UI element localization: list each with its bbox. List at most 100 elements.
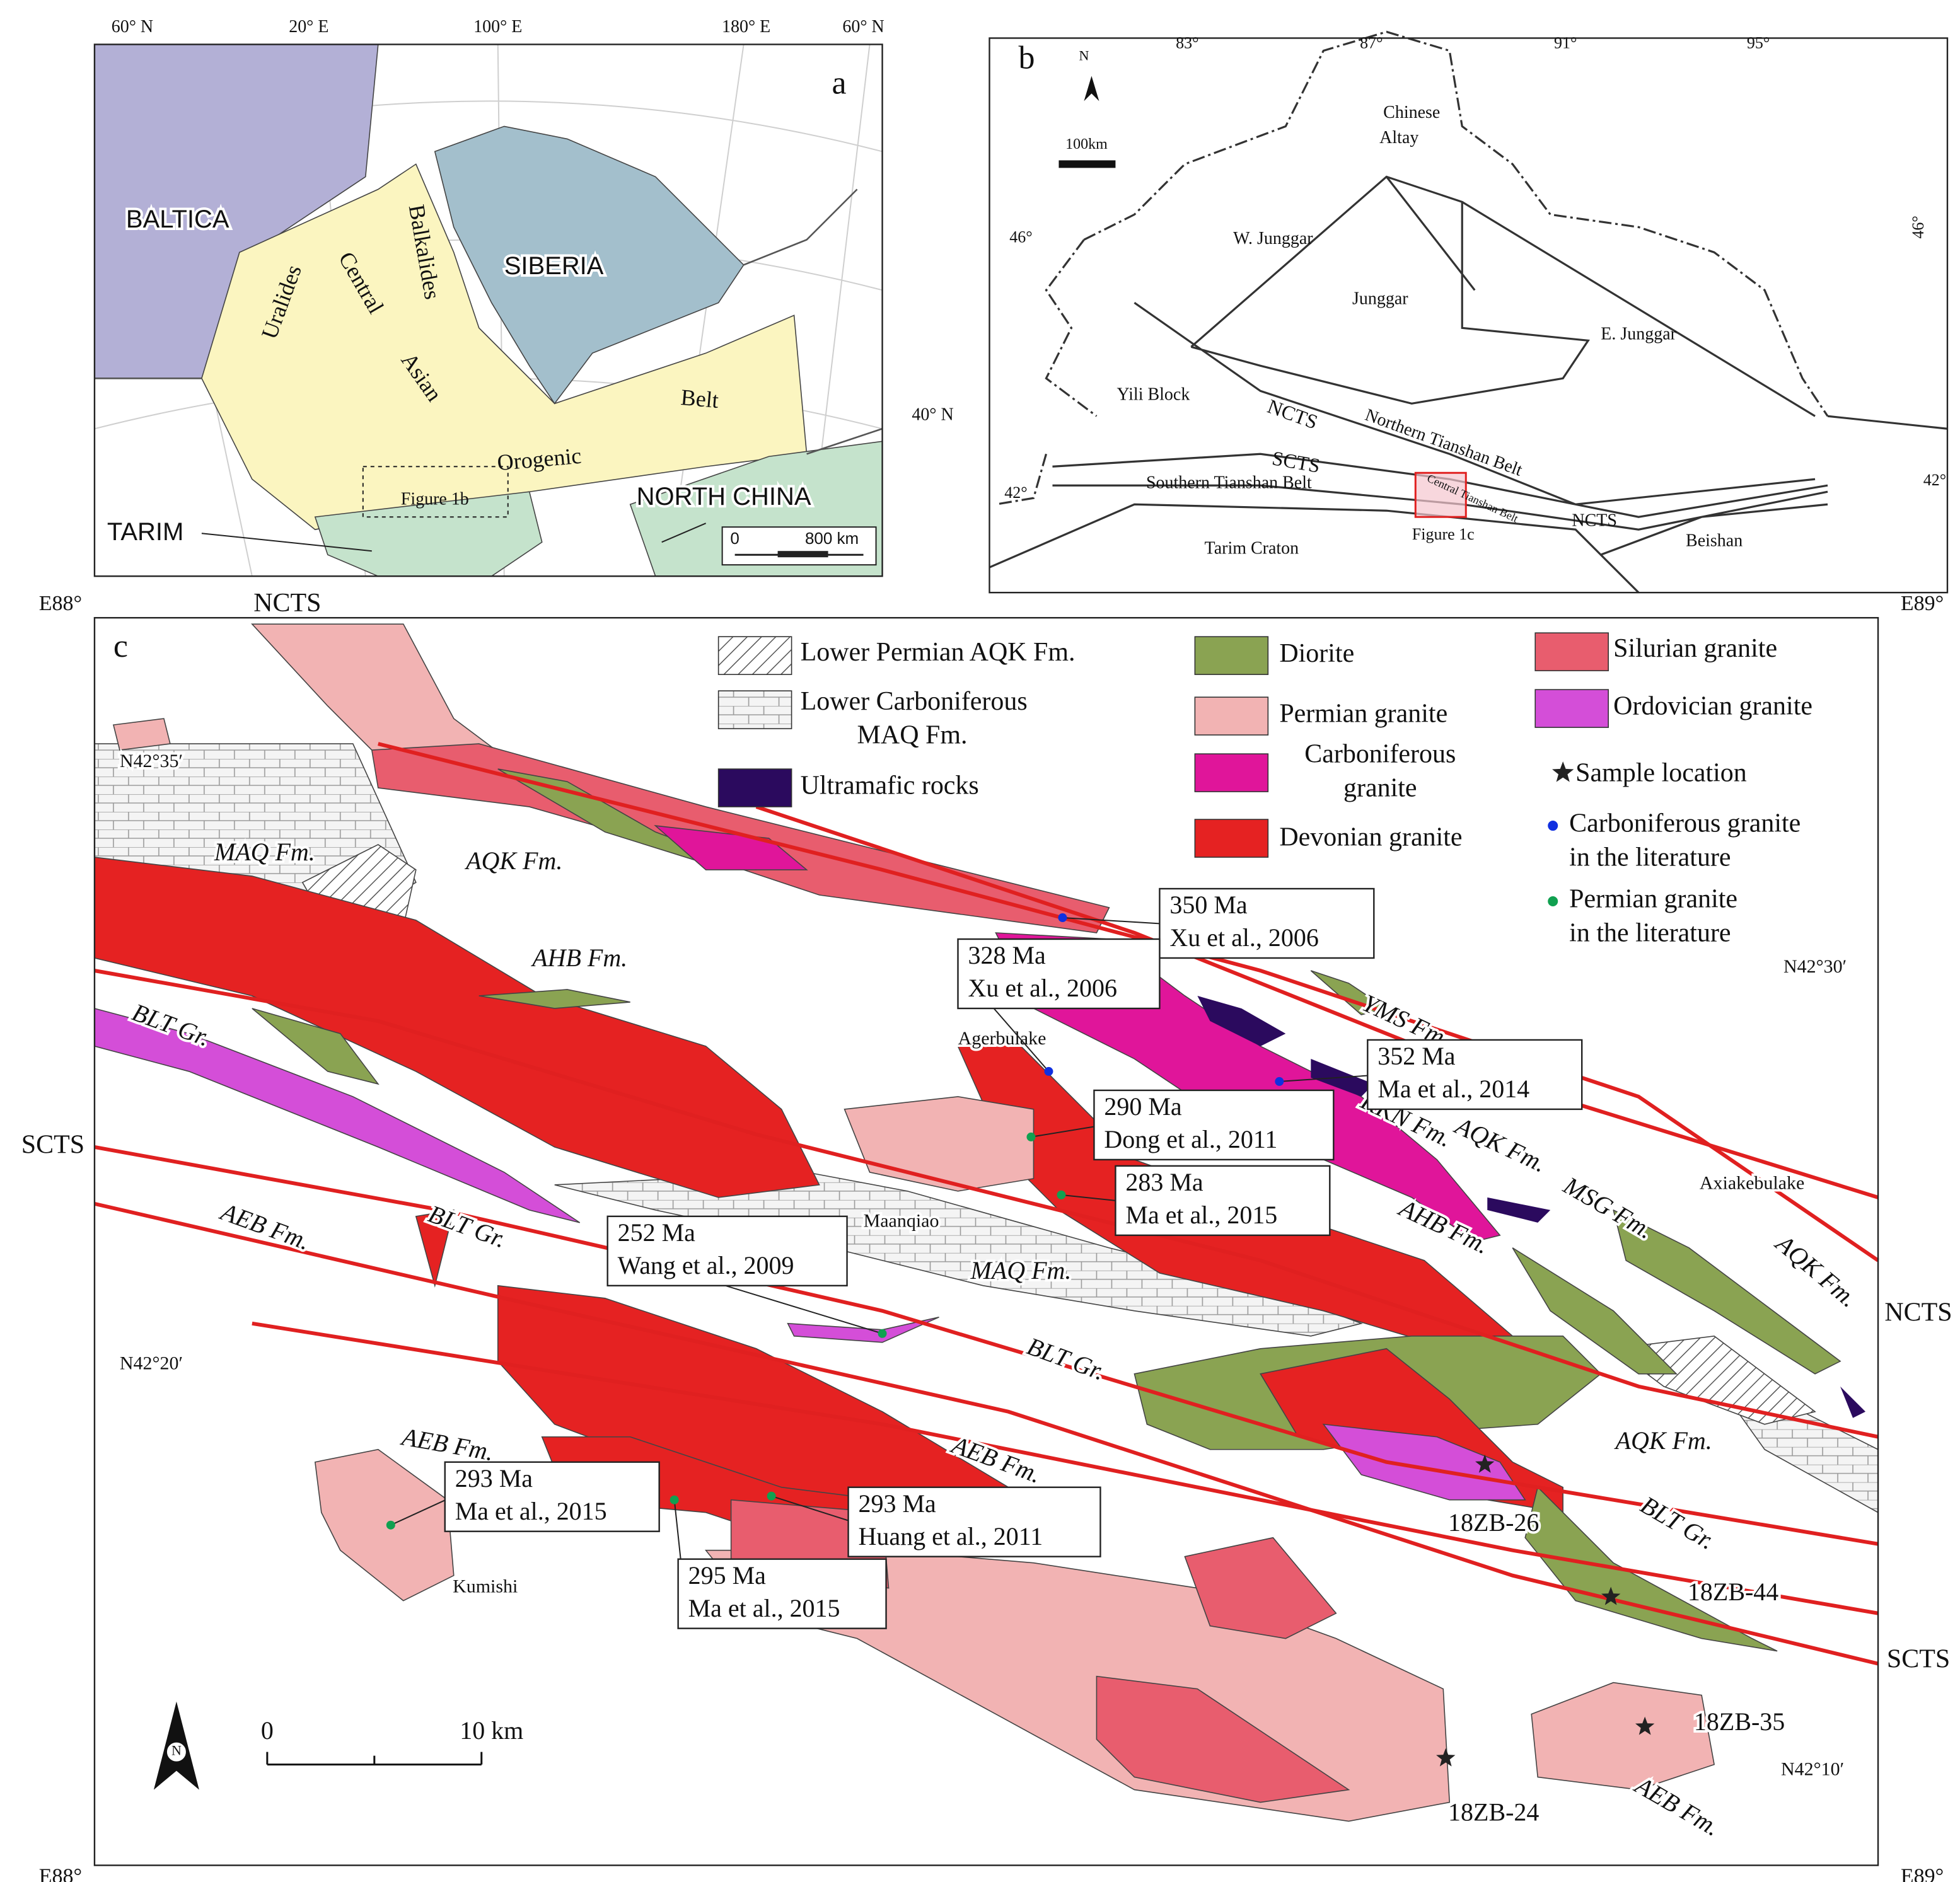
callout-box xyxy=(677,1558,887,1629)
sample-label: 18ZB-26 xyxy=(1448,1508,1539,1537)
place-label: Axiakebulake xyxy=(1700,1173,1805,1194)
callout-leader xyxy=(1062,917,1166,925)
literature-dot xyxy=(1058,913,1067,923)
reference-label: Wang et al., 2009 xyxy=(618,1251,794,1279)
sample-label: 18ZB-44 xyxy=(1688,1578,1778,1606)
diorite-area xyxy=(1512,1247,1678,1375)
legend-dot xyxy=(1548,821,1558,831)
latitude-label: N42°20′ xyxy=(120,1353,183,1374)
sample-star xyxy=(1552,761,1574,782)
inset-box xyxy=(362,466,509,518)
age-callout xyxy=(1026,1089,1335,1161)
callout-box xyxy=(1093,1089,1335,1161)
age-label: 295 Ma xyxy=(688,1561,766,1590)
legend-label: Ultramafic rocks xyxy=(801,771,979,800)
diorite-area xyxy=(478,989,630,1009)
callout-box xyxy=(606,1215,848,1287)
callout-box xyxy=(1115,1165,1331,1237)
unit-label: NCTS xyxy=(1572,511,1617,531)
callout-box xyxy=(1367,1039,1583,1111)
literature-dot xyxy=(670,1495,679,1504)
formation-label: AQK Fm. xyxy=(464,846,562,875)
diorite-area xyxy=(1524,1486,1778,1652)
coastline xyxy=(94,188,883,455)
formation-label: MAQ Fm. xyxy=(970,1256,1072,1284)
scale-bar-fill xyxy=(777,551,828,558)
age-label: 293 Ma xyxy=(859,1489,936,1518)
panel-label: b xyxy=(1018,40,1035,76)
fault-line xyxy=(94,1201,1879,1666)
reference-label: Xu et al., 2006 xyxy=(968,974,1117,1002)
corner-label: E88° xyxy=(39,592,82,615)
panel-a-frame xyxy=(93,43,883,577)
panel-c-frame xyxy=(93,616,1879,1866)
longitude-label: 95° xyxy=(1747,33,1770,52)
sample-label: 18ZB-24 xyxy=(1448,1798,1539,1827)
callout-box xyxy=(444,1461,660,1532)
latitude-label: 46° xyxy=(1909,216,1927,238)
legend-label: Permian granite xyxy=(1569,885,1737,914)
panel-a xyxy=(93,43,883,577)
legend-dot xyxy=(1548,896,1558,907)
age-callout xyxy=(386,1461,660,1532)
legend-swatch xyxy=(1534,689,1609,728)
graticule-label: 20° E xyxy=(289,17,328,37)
reference-label: Ma et al., 2014 xyxy=(1377,1075,1529,1103)
scale-label: 0 xyxy=(730,529,739,548)
graticule-label: 100° E xyxy=(473,17,522,37)
sample-star xyxy=(1475,1454,1495,1473)
ordovician-granite-area xyxy=(94,1007,581,1223)
legend-label: granite xyxy=(1343,774,1417,803)
pointer-arrows xyxy=(201,522,707,552)
panel-b-frame xyxy=(989,37,1949,594)
reference-label: Ma et al., 2015 xyxy=(1125,1201,1277,1229)
legend-label: Diorite xyxy=(1279,639,1354,668)
scale-bar xyxy=(1058,160,1116,168)
unit-label: Yili Block xyxy=(1116,385,1190,405)
permian-granite-area xyxy=(112,718,171,751)
unit-label: Tarim Craton xyxy=(1205,539,1299,558)
belt-label: Belt xyxy=(680,384,719,413)
age-label: 252 Ma xyxy=(618,1218,695,1247)
ultramafic-area xyxy=(1840,1386,1866,1418)
north-arrow xyxy=(1084,76,1099,101)
legend-label: Sample location xyxy=(1575,759,1747,788)
fault-label: NCTS xyxy=(253,589,321,618)
age-label: 283 Ma xyxy=(1125,1168,1203,1196)
carboniferous-granite-area xyxy=(654,824,808,870)
fault-label: SCTS xyxy=(1887,1644,1950,1673)
panel-b xyxy=(989,30,1949,594)
border xyxy=(995,30,1829,505)
sample-star xyxy=(1635,1716,1655,1735)
callout-leader xyxy=(1031,1124,1101,1138)
unit-label: Chinese xyxy=(1383,103,1440,122)
age-label: 350 Ma xyxy=(1169,891,1247,919)
reference-label: Xu et al., 2006 xyxy=(1169,923,1318,952)
legend-label: Silurian granite xyxy=(1613,634,1777,663)
permian-granite-area xyxy=(314,1448,455,1602)
formation-label: MAQ Fm. xyxy=(214,838,315,866)
age-callout xyxy=(767,1486,1101,1557)
legend-swatch xyxy=(1534,632,1609,671)
permian-granite-area xyxy=(1531,1682,1715,1791)
inset-box xyxy=(1414,471,1467,518)
unit-label: Beishan xyxy=(1686,531,1743,551)
place-label: Kumishi xyxy=(453,1576,518,1597)
legend-swatch xyxy=(717,690,792,729)
fault-line xyxy=(94,969,1879,1439)
region-label: NORTH CHINA xyxy=(637,483,811,511)
graticule-label: 40° N xyxy=(912,405,953,425)
legend-label: Ordovician granite xyxy=(1613,692,1812,721)
legend-label: Carboniferous xyxy=(1304,740,1456,769)
faults xyxy=(94,742,1879,1666)
place-label: Agerbulake xyxy=(958,1028,1047,1049)
latitude-label: N42°10′ xyxy=(1781,1758,1844,1779)
corner-label: E88° xyxy=(39,1864,82,1882)
ultramafic-area xyxy=(1197,995,1286,1046)
place-label: Maanqiao xyxy=(864,1211,939,1232)
fault-label: SCTS xyxy=(21,1131,84,1160)
panel-c xyxy=(93,616,1879,1866)
sample-star xyxy=(1436,1748,1456,1767)
latitude-label: 42° xyxy=(1923,471,1946,489)
